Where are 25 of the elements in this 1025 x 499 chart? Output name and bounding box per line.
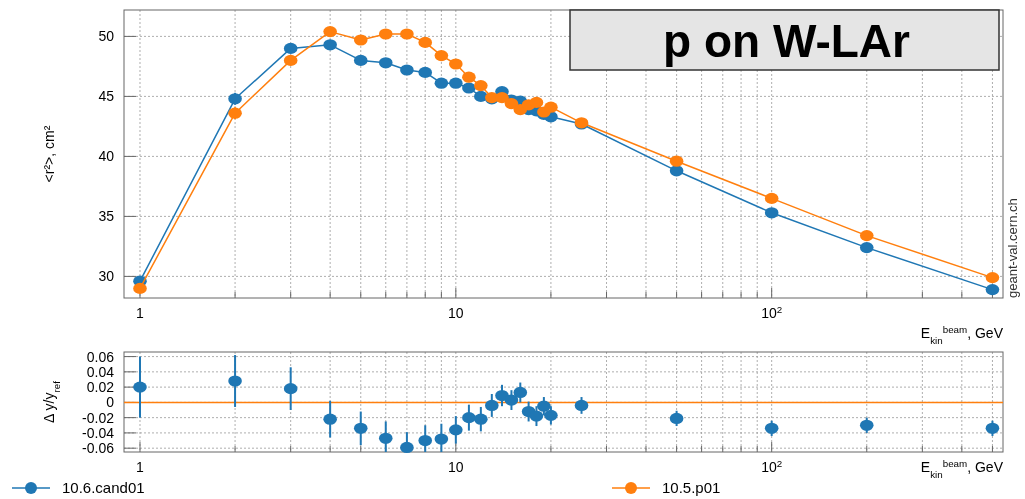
x-tick-label: 1 [136,305,145,321]
chart-title: p on W-LAr [663,15,911,67]
x-axis-title: E$_{kin}$$^{beam}$, GeV [920,457,1004,480]
y-tick-label: 50 [98,28,115,45]
y-tick-label: -0.02 [82,409,115,426]
y-tick-label: -0.06 [82,440,115,457]
y-tick-label: 45 [98,88,115,105]
x-axis-title: E$_{kin}$$^{beam}$, GeV [920,323,1004,346]
x-tick-label: 10$^{2}$ [761,303,783,321]
y-tick-label: 30 [98,268,115,285]
y-tick-label: -0.04 [82,424,115,441]
y-axis-title: <r²>, cm² [41,125,57,183]
x-tick-label: 1 [136,459,145,475]
y-tick-label: 0 [106,394,115,411]
x-tick-label: 10 [448,305,464,321]
y-tick-label: 0.02 [86,379,115,396]
x-tick-label: 10$^{2}$ [761,457,783,475]
y-tick-label: 0.06 [86,348,115,365]
legend-label: 10.5.p01 [662,479,721,496]
text: geant-val.cern.ch [1005,198,1020,298]
y-tick-label: 35 [98,208,115,225]
legend-label: 10.6.cand01 [62,479,145,496]
y-tick-label: 40 [98,148,115,165]
x-tick-label: 10 [448,459,464,475]
y-tick-label: 0.04 [86,363,115,380]
